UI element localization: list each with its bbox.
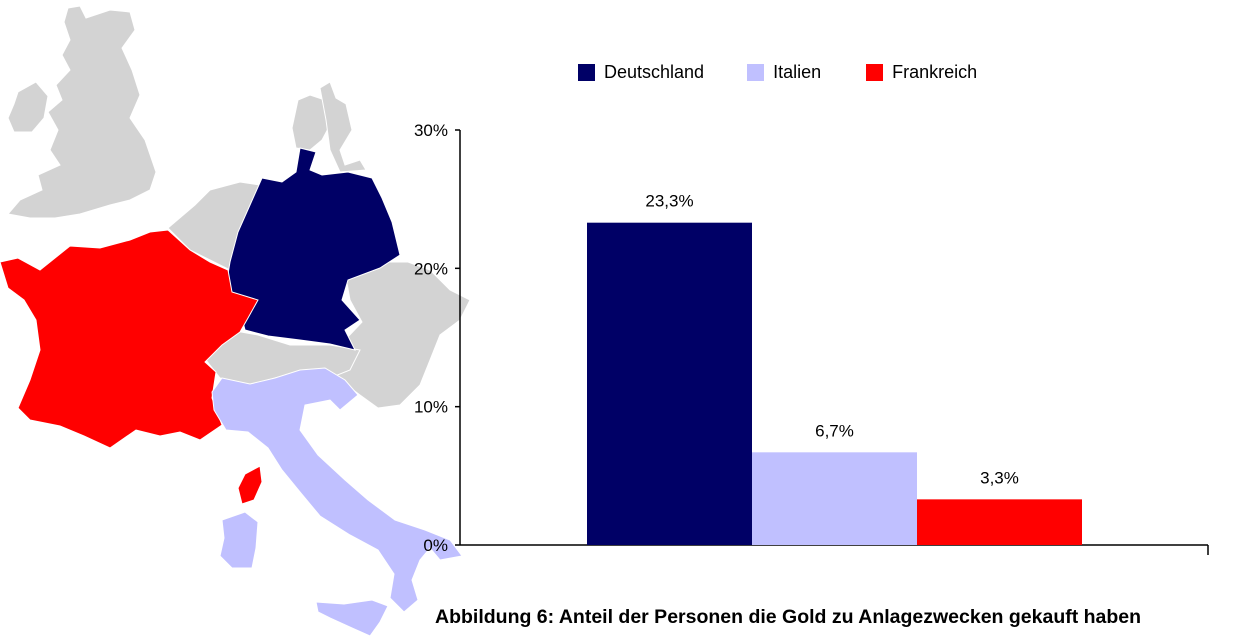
y-tick-label: 30% — [414, 121, 448, 140]
map-scandinavia — [319, 81, 367, 173]
legend-swatch-italien — [747, 64, 765, 81]
bar-deutschland — [587, 222, 752, 545]
legend-swatch-frankreich — [866, 64, 884, 81]
legend-swatch-deutschland — [578, 64, 595, 81]
legend-item-deutschland: Deutschland — [578, 62, 704, 83]
bar-frankreich — [917, 499, 1082, 545]
map-italy — [211, 367, 463, 613]
map-sardinia — [219, 511, 259, 569]
y-tick-label: 20% — [414, 259, 448, 278]
legend-label-frankreich: Frankreich — [892, 62, 978, 82]
chart-legend: Deutschland Italien Frankreich — [578, 62, 977, 83]
legend-label-italien: Italien — [773, 62, 822, 82]
legend-item-italien: Italien — [747, 62, 821, 83]
value-label-deutschland: 23,3% — [645, 192, 693, 211]
europe-map — [0, 5, 470, 637]
bar-italien — [752, 452, 917, 545]
legend-label-deutschland: Deutschland — [604, 62, 705, 82]
map-ireland — [7, 81, 49, 133]
map-sicily — [315, 599, 389, 637]
map-germany — [224, 147, 401, 351]
y-tick-label: 0% — [423, 536, 448, 555]
figure-caption: Abbildung 6: Anteil der Personen die Gol… — [435, 606, 1142, 628]
chart-value-labels: 23,3% 6,7% 3,3% — [645, 192, 1018, 488]
value-label-italien: 6,7% — [815, 421, 854, 440]
map-uk — [7, 5, 157, 219]
map-france — [0, 229, 259, 449]
value-label-frankreich: 3,3% — [980, 468, 1019, 487]
chart-bars — [587, 222, 1082, 545]
y-tick-label: 10% — [414, 398, 448, 417]
legend-item-frankreich: Frankreich — [866, 62, 977, 83]
map-corsica — [237, 465, 263, 505]
map-denmark — [291, 94, 331, 151]
